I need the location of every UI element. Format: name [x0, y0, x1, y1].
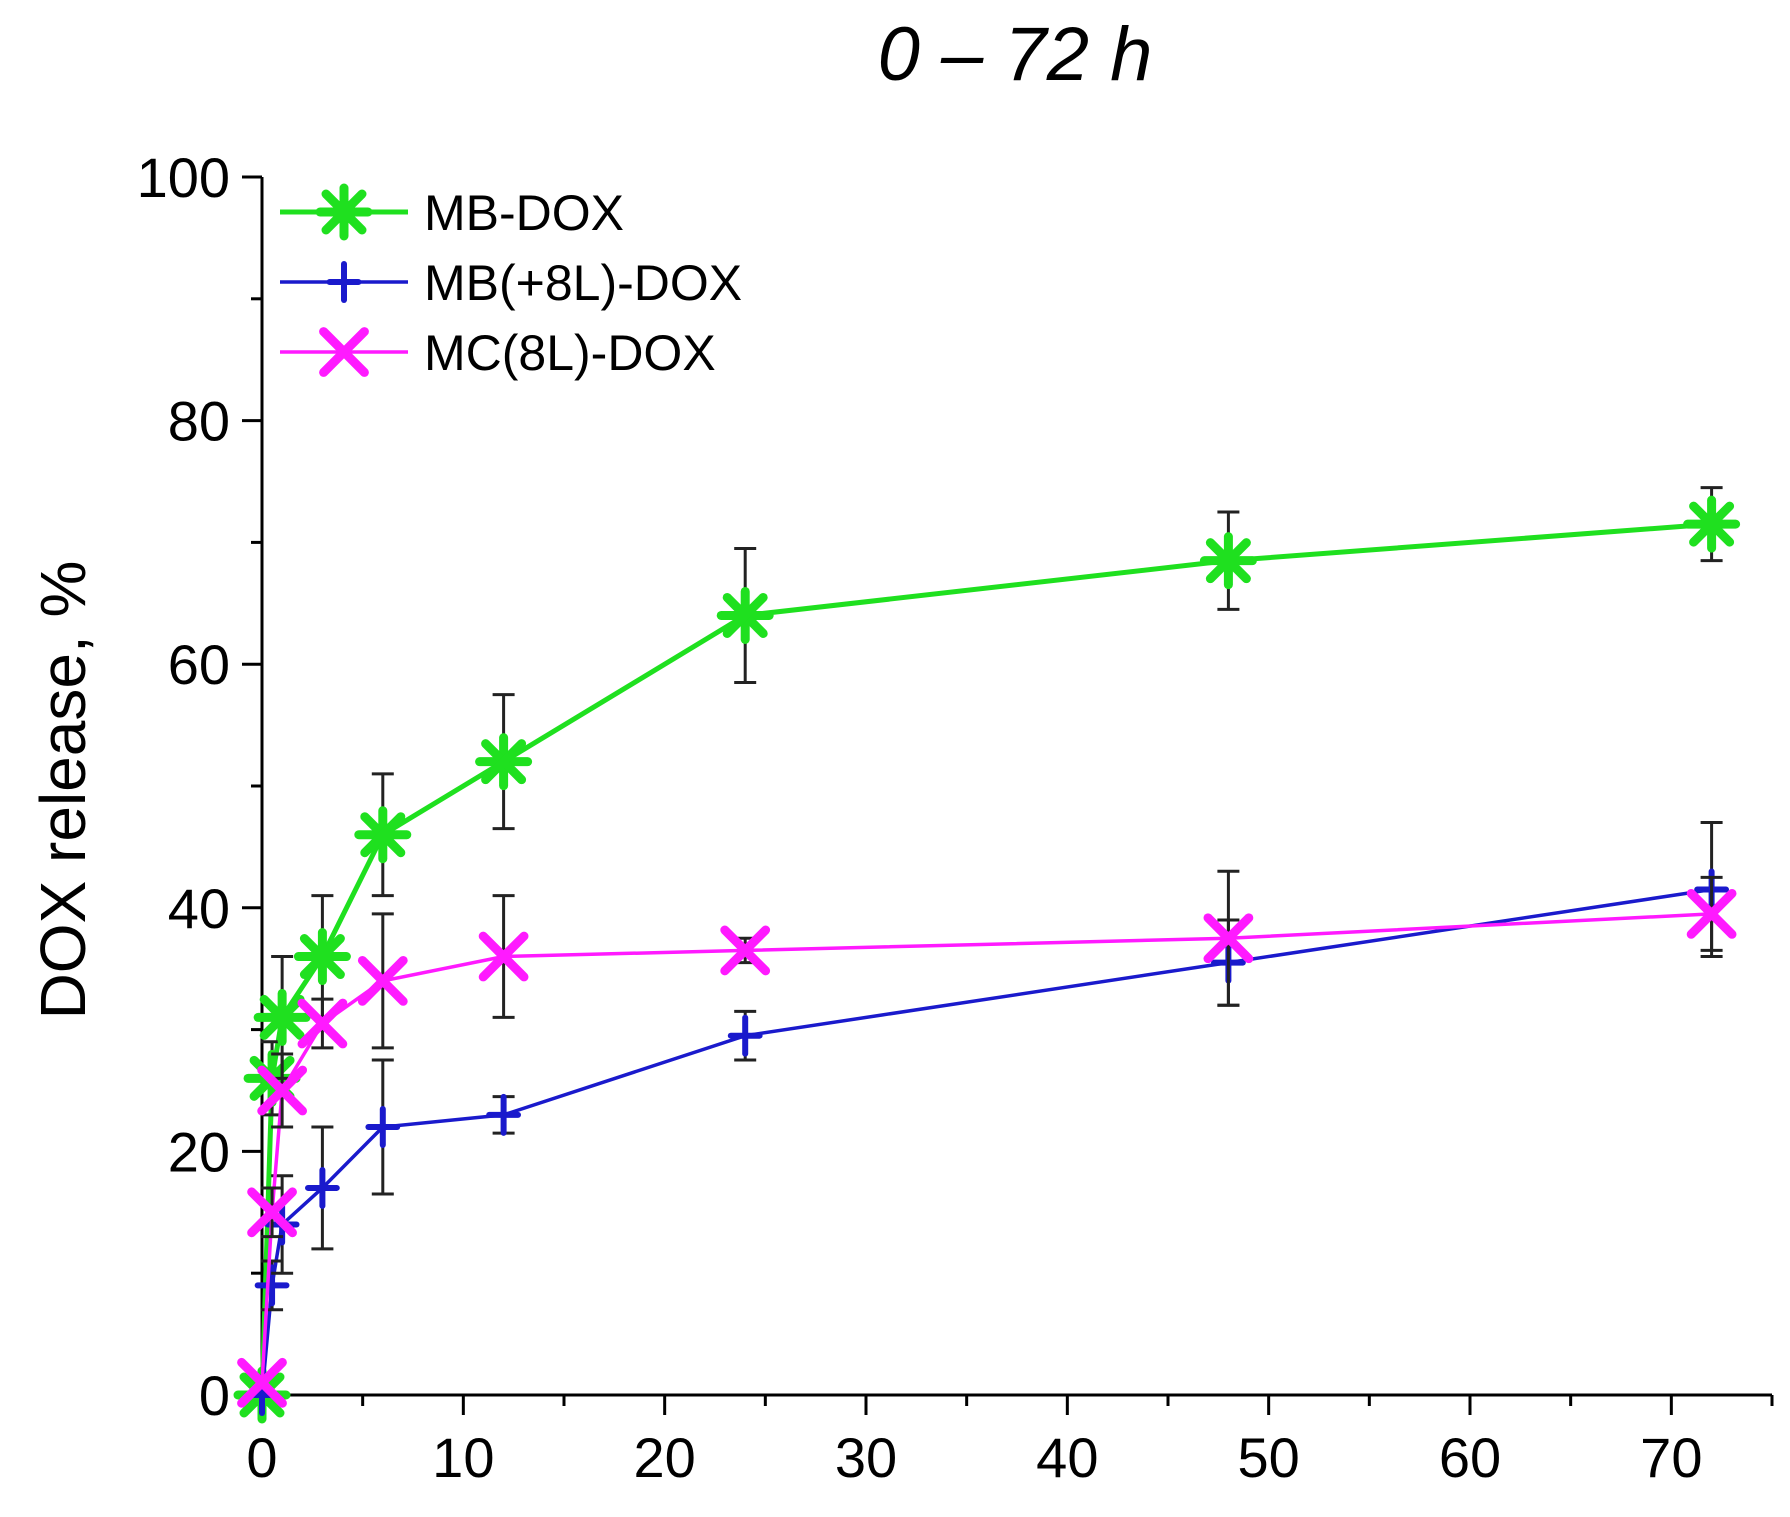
- marker-stroke: [357, 955, 408, 1006]
- marker-stroke: [1689, 501, 1735, 547]
- data-point: [357, 955, 408, 1006]
- marker-stroke: [1205, 538, 1251, 584]
- legend-item: MB-DOX: [280, 183, 624, 241]
- y-axis-label: DOX release, %: [27, 561, 99, 1020]
- data-point: [1199, 532, 1257, 590]
- x-tick-label: 10: [432, 1426, 494, 1489]
- x-tick-label: 50: [1238, 1426, 1300, 1489]
- data-point: [237, 1357, 287, 1408]
- marker-stroke: [247, 1187, 297, 1238]
- y-tick-label: 80: [168, 390, 230, 453]
- series-line: [260, 912, 1712, 1383]
- y-tick-label: 20: [168, 1120, 230, 1183]
- data-point: [305, 1166, 340, 1209]
- marker-stroke: [321, 189, 367, 235]
- data-point: [354, 806, 412, 864]
- legend-label: MB-DOX: [424, 185, 624, 241]
- data-point: [486, 1093, 521, 1136]
- data-point: [247, 1187, 297, 1238]
- marker-stroke: [237, 1357, 287, 1408]
- marker-stroke: [299, 934, 345, 980]
- series-2: [244, 821, 1729, 1416]
- y-tick-label: 40: [168, 877, 230, 940]
- axes: [242, 175, 1774, 1415]
- legend-marker: [326, 261, 362, 303]
- marker-stroke: [720, 925, 771, 976]
- data-point: [1203, 913, 1254, 964]
- marker-stroke: [722, 592, 768, 638]
- legend-marker: [315, 183, 373, 241]
- legend-label: MC(8L)-DOX: [424, 325, 716, 381]
- data-point: [365, 1106, 401, 1149]
- data-point: [475, 733, 533, 791]
- marker-stroke: [478, 931, 529, 982]
- y-tick-label: 60: [168, 633, 230, 696]
- data-point: [1683, 495, 1741, 553]
- data-point: [297, 998, 348, 1049]
- data-point: [1686, 888, 1737, 939]
- legend: MB-DOX MB(+8L)-DOX MC(8L)-DOX: [280, 183, 742, 381]
- marker-stroke: [1686, 888, 1737, 939]
- x-tick-label: 70: [1640, 1426, 1702, 1489]
- series-3: [237, 869, 1737, 1408]
- x-tick-label: 40: [1036, 1426, 1098, 1489]
- marker-stroke: [360, 812, 406, 858]
- legend-marker: [319, 327, 369, 377]
- y-tick-labels: 0 20 40 60 80 100: [137, 146, 230, 1427]
- marker-stroke: [481, 739, 527, 785]
- x-tick-label: 60: [1439, 1426, 1501, 1489]
- marker-stroke: [1203, 913, 1254, 964]
- series-1: [233, 486, 1741, 1424]
- legend-item: MC(8L)-DOX: [280, 325, 716, 381]
- chart-title: 0 – 72 h: [878, 12, 1153, 97]
- y-tick-label: 100: [137, 146, 230, 209]
- data-point: [716, 586, 774, 644]
- legend-item: MB(+8L)-DOX: [280, 255, 742, 311]
- data-point: [727, 1014, 763, 1057]
- data-point: [257, 1065, 308, 1116]
- series-line: [259, 521, 1712, 1396]
- marker-stroke: [319, 327, 369, 377]
- data-point: [720, 925, 771, 976]
- plot-area: [233, 486, 1741, 1424]
- legend-label: MB(+8L)-DOX: [424, 255, 742, 311]
- series-line: [260, 887, 1712, 1396]
- x-tick-label: 0: [246, 1426, 277, 1489]
- x-tick-label: 20: [634, 1426, 696, 1489]
- data-point: [253, 988, 311, 1046]
- y-tick-label: 0: [199, 1364, 230, 1427]
- data-point: [293, 928, 351, 986]
- data-point: [478, 931, 529, 982]
- marker-stroke: [297, 998, 348, 1049]
- x-tick-label: 30: [835, 1426, 897, 1489]
- x-tick-labels: 0 10 20 30 40 50 60 70: [246, 1426, 1702, 1489]
- marker-stroke: [257, 1065, 308, 1116]
- marker-stroke: [259, 994, 305, 1040]
